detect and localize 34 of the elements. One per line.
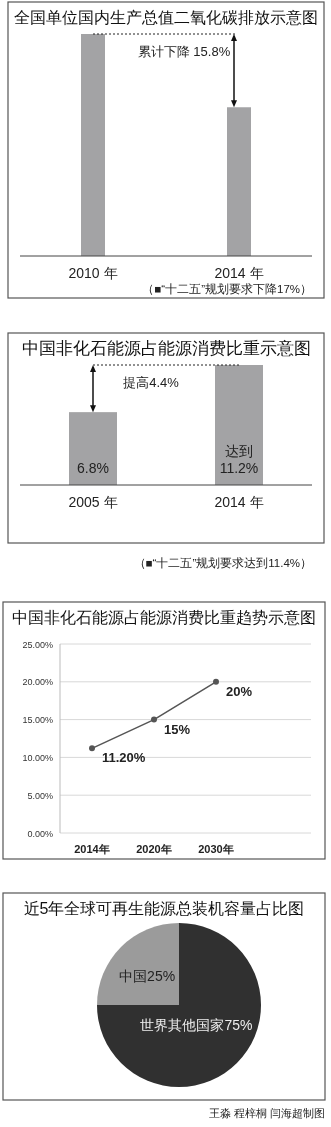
slice-label: 中国25% — [119, 968, 176, 985]
slice-label: 世界其他国家75% — [140, 1017, 253, 1034]
y-tick-label: 20.00% — [22, 677, 53, 688]
point — [151, 716, 157, 723]
point — [213, 678, 219, 685]
y-tick-label: 15.00% — [22, 715, 53, 726]
y-tick-label: 10.00% — [22, 752, 53, 763]
y-tick-label: 5.00% — [27, 790, 53, 801]
data-label: 11.20% — [102, 750, 146, 766]
chart-title: 全国单位国内生产总值二氧化碳排放示意图 — [14, 9, 318, 26]
pie-slice — [97, 923, 179, 1005]
x-tick-label: 2014 年 — [214, 494, 264, 510]
x-tick-label: 2020年 — [136, 843, 172, 855]
y-tick-label: 25.00% — [22, 639, 53, 650]
annotation: 累计下降 15.8% — [137, 44, 231, 59]
x-tick-label: 2030年 — [198, 843, 234, 855]
x-tick-label: 2014 年 — [214, 265, 264, 281]
x-tick-label: 2010 年 — [68, 265, 118, 281]
annotation: 提高4.4% — [123, 375, 180, 390]
text: 王淼 程梓桐 闫海超制图 — [208, 1107, 325, 1119]
text: （■“十二五”规划要求下降17%） — [142, 283, 312, 296]
chart-title: 近5年全球可再生能源总装机容量占比图 — [23, 900, 305, 917]
data-label: 6.8% — [77, 460, 109, 476]
data-label: 达到 11.2% — [219, 443, 259, 476]
text: （■“十二五”规划要求达到11.4%） — [133, 557, 312, 570]
y-tick-label: 0.00% — [27, 828, 53, 839]
chart-title: 中国非化石能源占能源消费比重趋势示意图 — [12, 609, 316, 626]
point — [89, 745, 95, 752]
x-tick-label: 2005 年 — [68, 494, 118, 510]
data-label: 20% — [226, 683, 253, 699]
x-tick-label: 2014年 — [74, 843, 110, 855]
chart-title: 中国非化石能源占能源消费比重示意图 — [21, 339, 311, 358]
pie-slice — [97, 923, 261, 1087]
data-label: 15% — [164, 721, 191, 737]
